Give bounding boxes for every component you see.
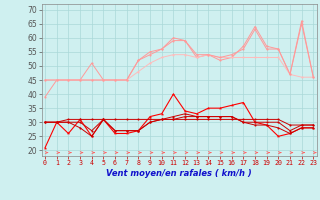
X-axis label: Vent moyen/en rafales ( km/h ): Vent moyen/en rafales ( km/h ) [106,169,252,178]
